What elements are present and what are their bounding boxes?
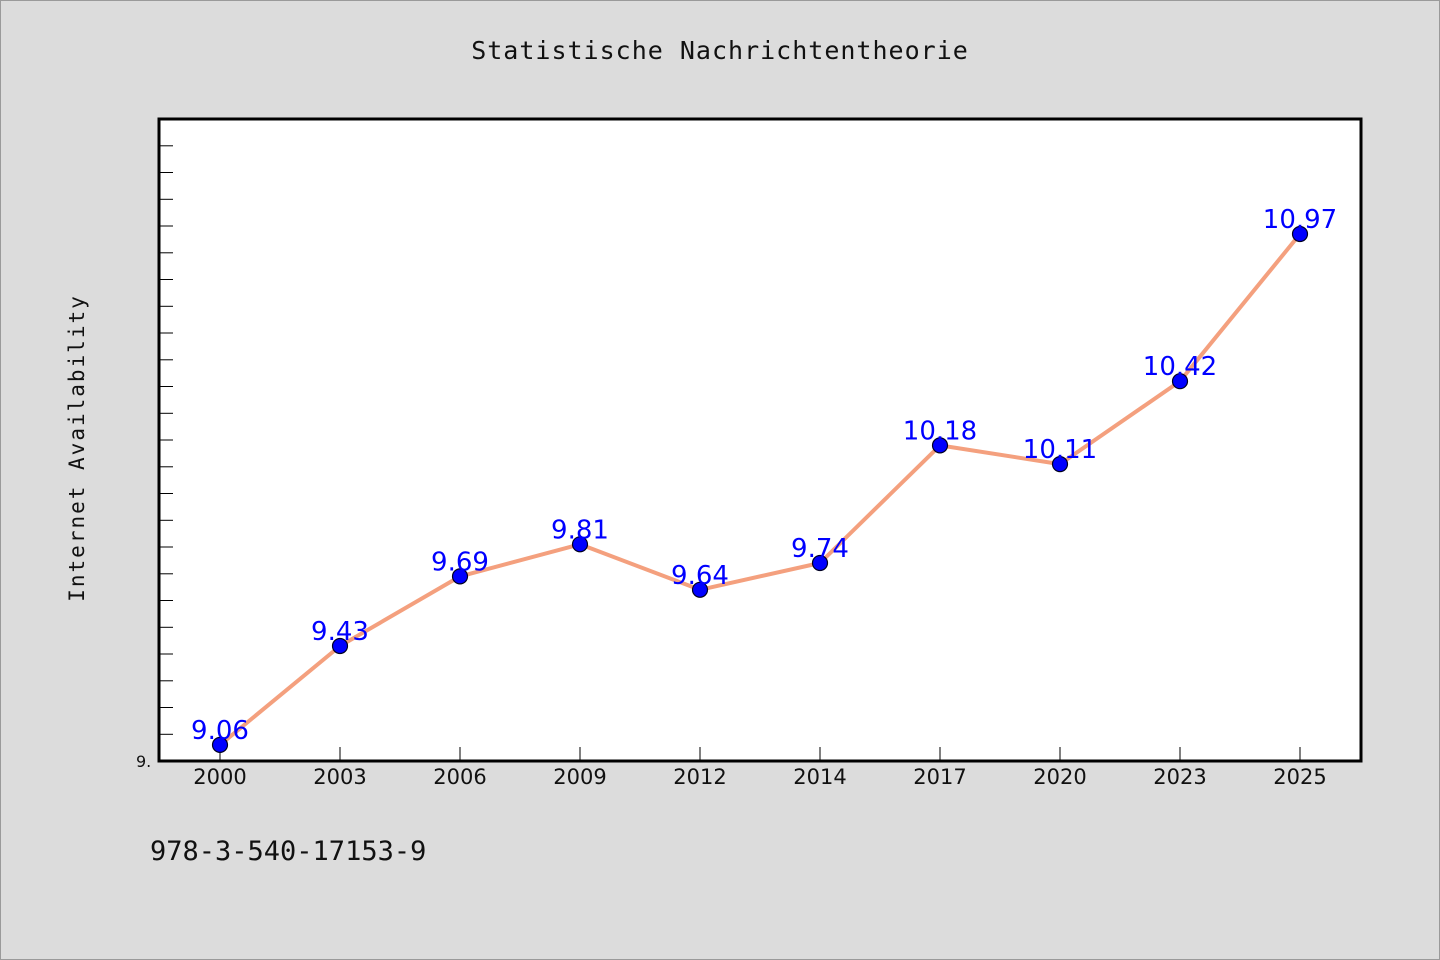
data-label: 10.97 — [1263, 205, 1337, 235]
data-markers — [211, 225, 1309, 754]
data-label: 9.74 — [791, 534, 849, 564]
x-axis-ticks — [219, 747, 1301, 761]
x-tick-label: 2006 — [433, 765, 486, 789]
x-tick-label: 2020 — [1033, 765, 1086, 789]
data-label: 10.18 — [903, 416, 977, 446]
x-tick-label: 2012 — [673, 765, 726, 789]
data-label: 10.42 — [1143, 352, 1217, 382]
data-point — [931, 437, 949, 454]
data-point — [1051, 456, 1069, 473]
x-tick-label: 2009 — [553, 765, 606, 789]
x-tick-label: 2000 — [193, 765, 246, 789]
data-point — [1291, 225, 1309, 243]
x-tick-label: 2017 — [913, 765, 966, 789]
series-line — [218, 232, 1302, 747]
data-labels: 9.06 9.43 9.69 9.81 9.64 9.74 10.18 10.11 10.42 1… — [191, 205, 1337, 746]
data-label: 9.64 — [671, 561, 729, 591]
data-label: 9.43 — [311, 617, 369, 647]
x-axis-tick-labels: 2000 2003 2006 2009 2012 2014 2017 2020 2023 2025 — [193, 765, 1326, 789]
x-tick-label: 2014 — [793, 765, 846, 789]
data-point — [691, 581, 709, 598]
x-tick-label: 2025 — [1273, 765, 1326, 789]
x-tick-label: 2023 — [1153, 765, 1206, 789]
y-tick-label: 9. — [136, 752, 151, 771]
data-point — [1171, 373, 1189, 390]
x-tick-label: 2003 — [313, 765, 366, 789]
data-label: 9.69 — [431, 547, 489, 577]
data-point — [211, 736, 229, 754]
data-label: 9.81 — [551, 515, 609, 545]
data-point — [811, 554, 829, 572]
y-minor-ticks — [159, 145, 173, 735]
data-point — [451, 568, 469, 585]
chart-title: Statistische Nachrichtentheorie — [471, 36, 969, 65]
data-point — [571, 536, 589, 553]
data-label: 10.11 — [1023, 435, 1097, 465]
plot-area — [157, 117, 1363, 763]
data-point — [331, 637, 349, 655]
data-label: 9.06 — [191, 716, 249, 746]
y-axis-tick-labels: 9. — [136, 752, 151, 771]
footer-code: 978-3-540-17153-9 — [150, 836, 427, 867]
